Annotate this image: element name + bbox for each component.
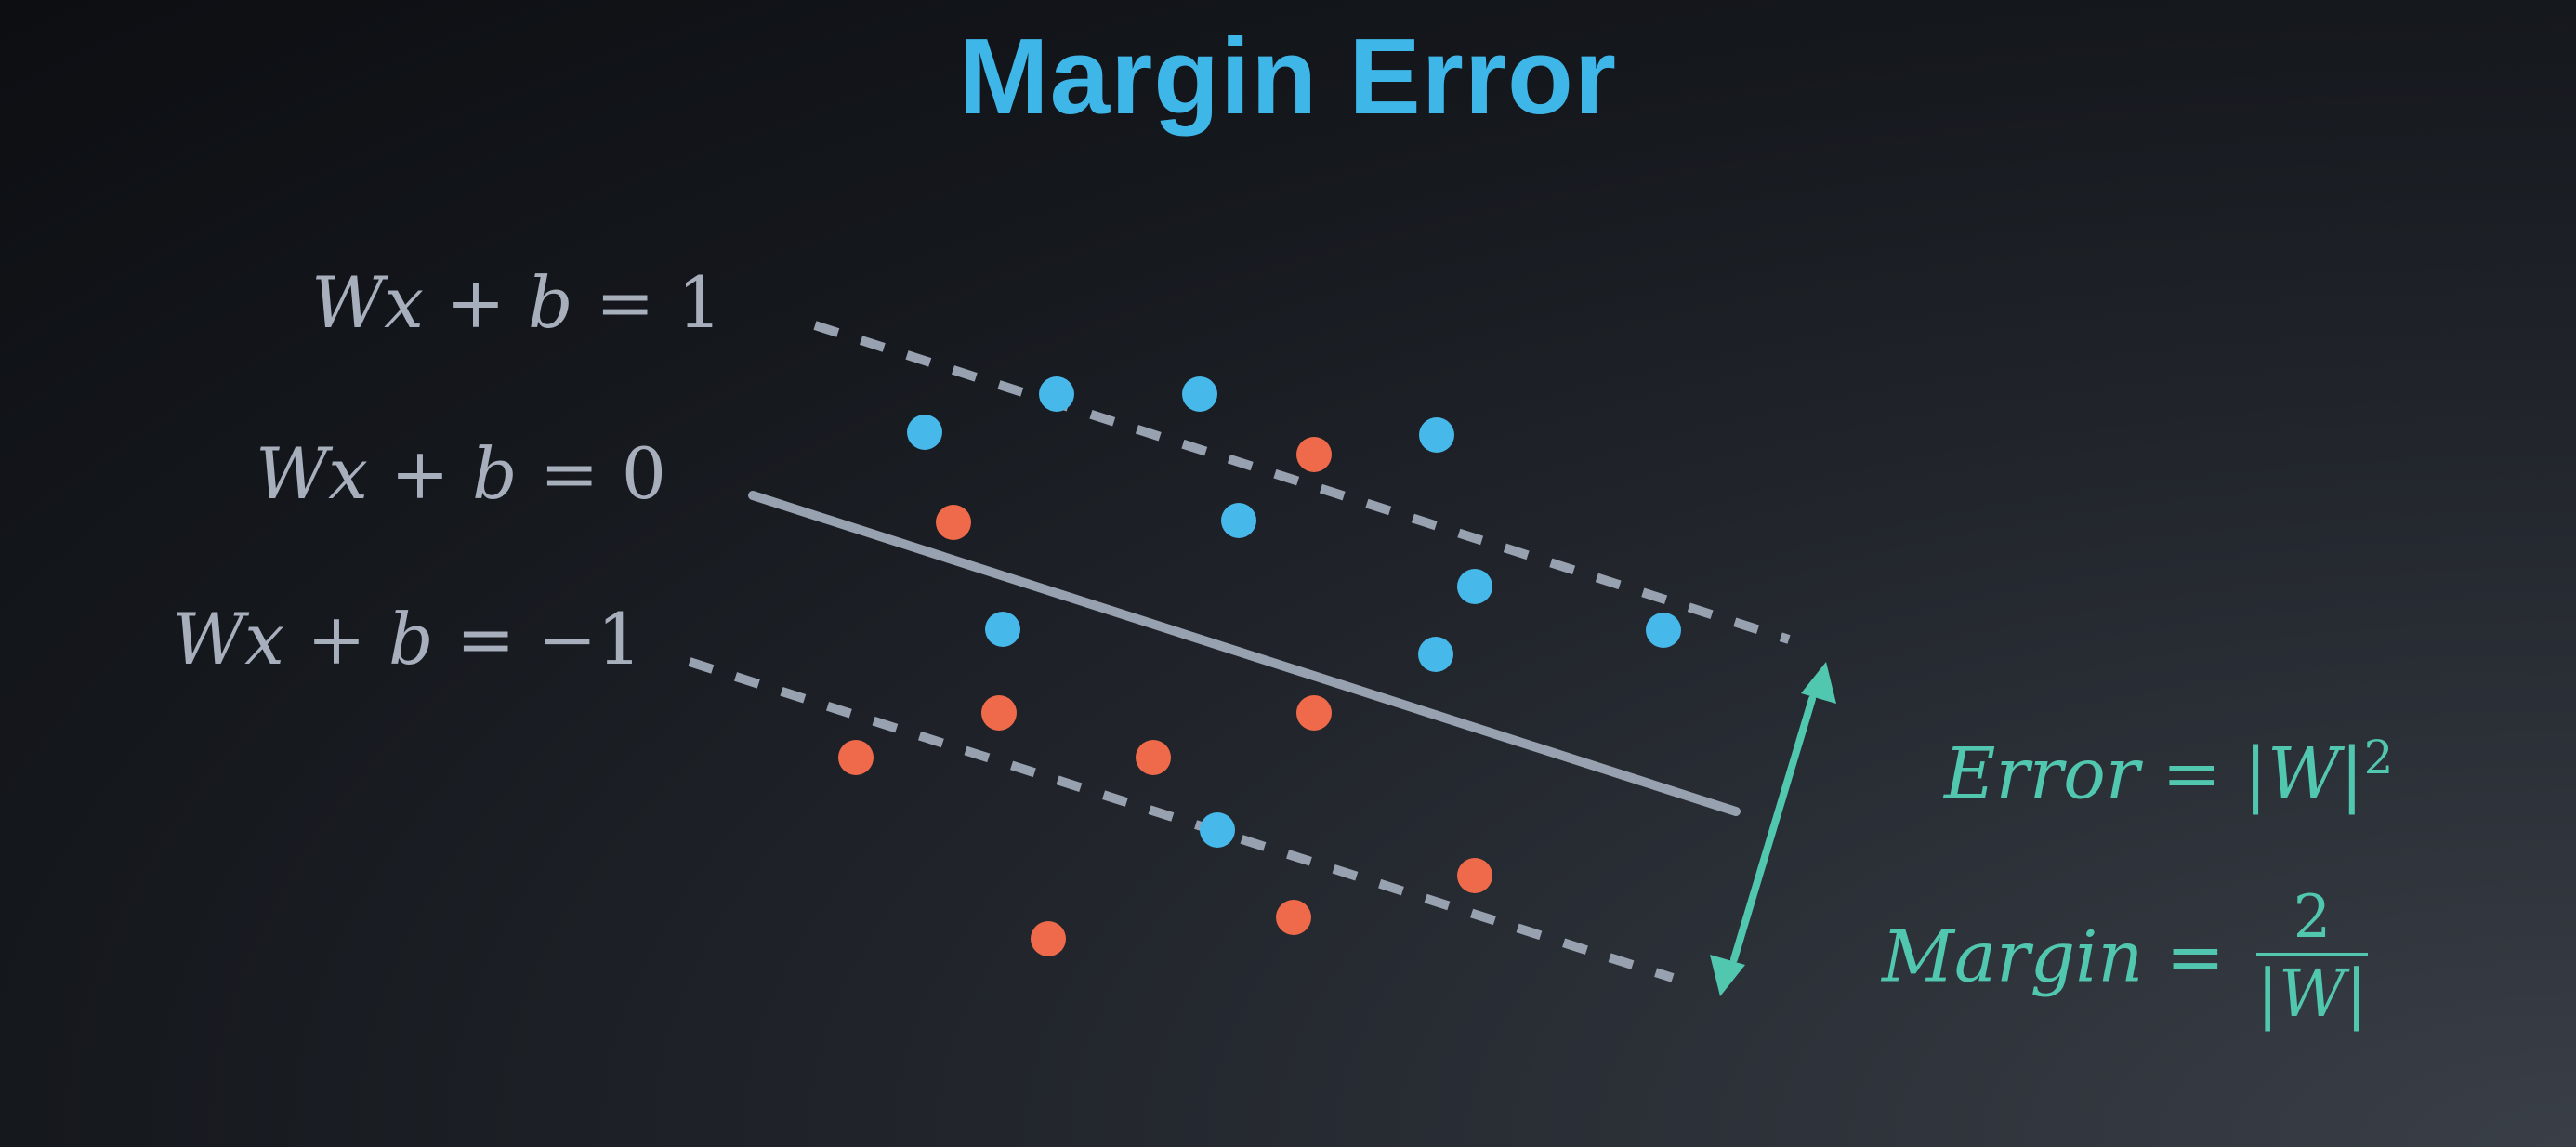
- blue-point: [1457, 569, 1492, 604]
- label-middle-b: b: [472, 432, 518, 515]
- lower-margin-line: [688, 657, 1675, 982]
- margin-lhs: Margin: [1882, 915, 2144, 998]
- red-point: [1296, 437, 1332, 472]
- error-exponent: 2: [2363, 731, 2394, 784]
- label-bottom-lhs: Wx: [172, 598, 284, 680]
- decision-boundary-line: [748, 491, 1741, 816]
- label-bottom-equals: =: [455, 598, 516, 680]
- red-point: [1031, 921, 1066, 956]
- red-point: [1296, 695, 1332, 731]
- label-middle-equals: =: [539, 432, 599, 515]
- blue-point: [1646, 613, 1681, 648]
- label-middle-rhs: 0: [621, 432, 667, 515]
- blue-point: [1200, 812, 1235, 848]
- blue-point: [1182, 376, 1217, 412]
- label-top-rhs: 1: [677, 261, 723, 344]
- label-middle-plus: +: [390, 432, 450, 515]
- red-point: [936, 505, 971, 540]
- blue-point: [1039, 376, 1074, 412]
- label-bottom-rhs: −1: [537, 598, 642, 680]
- margin-arrow-head-bottom: [1710, 955, 1745, 996]
- label-middle-line: Wx + b = 0: [256, 439, 666, 509]
- margin-equals: =: [2165, 915, 2226, 998]
- margin-arrow-head-top: [1801, 662, 1836, 704]
- blue-point: [907, 415, 942, 450]
- label-top-line: Wx + b = 1: [311, 268, 722, 338]
- error-lhs: Error: [1944, 732, 2140, 815]
- label-top-lhs: Wx: [311, 261, 424, 344]
- blue-point: [1418, 637, 1453, 672]
- red-point: [981, 695, 1017, 731]
- double-headed-arrow-icon: [1710, 662, 1836, 996]
- label-bottom-plus: +: [307, 598, 366, 680]
- label-top-b: b: [528, 261, 573, 344]
- red-point: [1457, 858, 1492, 893]
- label-top-plus: +: [446, 261, 506, 344]
- margin-formula: Margin = 2 |W|: [1882, 888, 2368, 1026]
- slide-title: Margin Error: [958, 16, 1618, 137]
- error-equals: =: [2162, 732, 2222, 815]
- data-points: [838, 376, 1681, 956]
- blue-point: [1221, 503, 1256, 538]
- error-formula: Error = |W|2: [1944, 734, 2393, 809]
- margin-denominator: |W|: [2256, 956, 2368, 1032]
- margin-fraction: 2 |W|: [2256, 888, 2368, 1032]
- label-bottom-b: b: [388, 598, 434, 680]
- upper-margin-line: [813, 321, 1791, 644]
- margin-numerator: 2: [2256, 888, 2368, 956]
- label-middle-lhs: Wx: [256, 432, 368, 515]
- margin-arrow-shaft: [1730, 695, 1816, 963]
- blue-point: [1419, 417, 1454, 453]
- label-top-equals: =: [595, 261, 655, 344]
- error-rhs: |W|: [2243, 732, 2364, 815]
- blue-point: [985, 612, 1020, 647]
- red-point: [1276, 900, 1311, 935]
- red-point: [838, 740, 874, 775]
- label-bottom-line: Wx + b = −1: [172, 604, 642, 675]
- red-point: [1136, 740, 1171, 775]
